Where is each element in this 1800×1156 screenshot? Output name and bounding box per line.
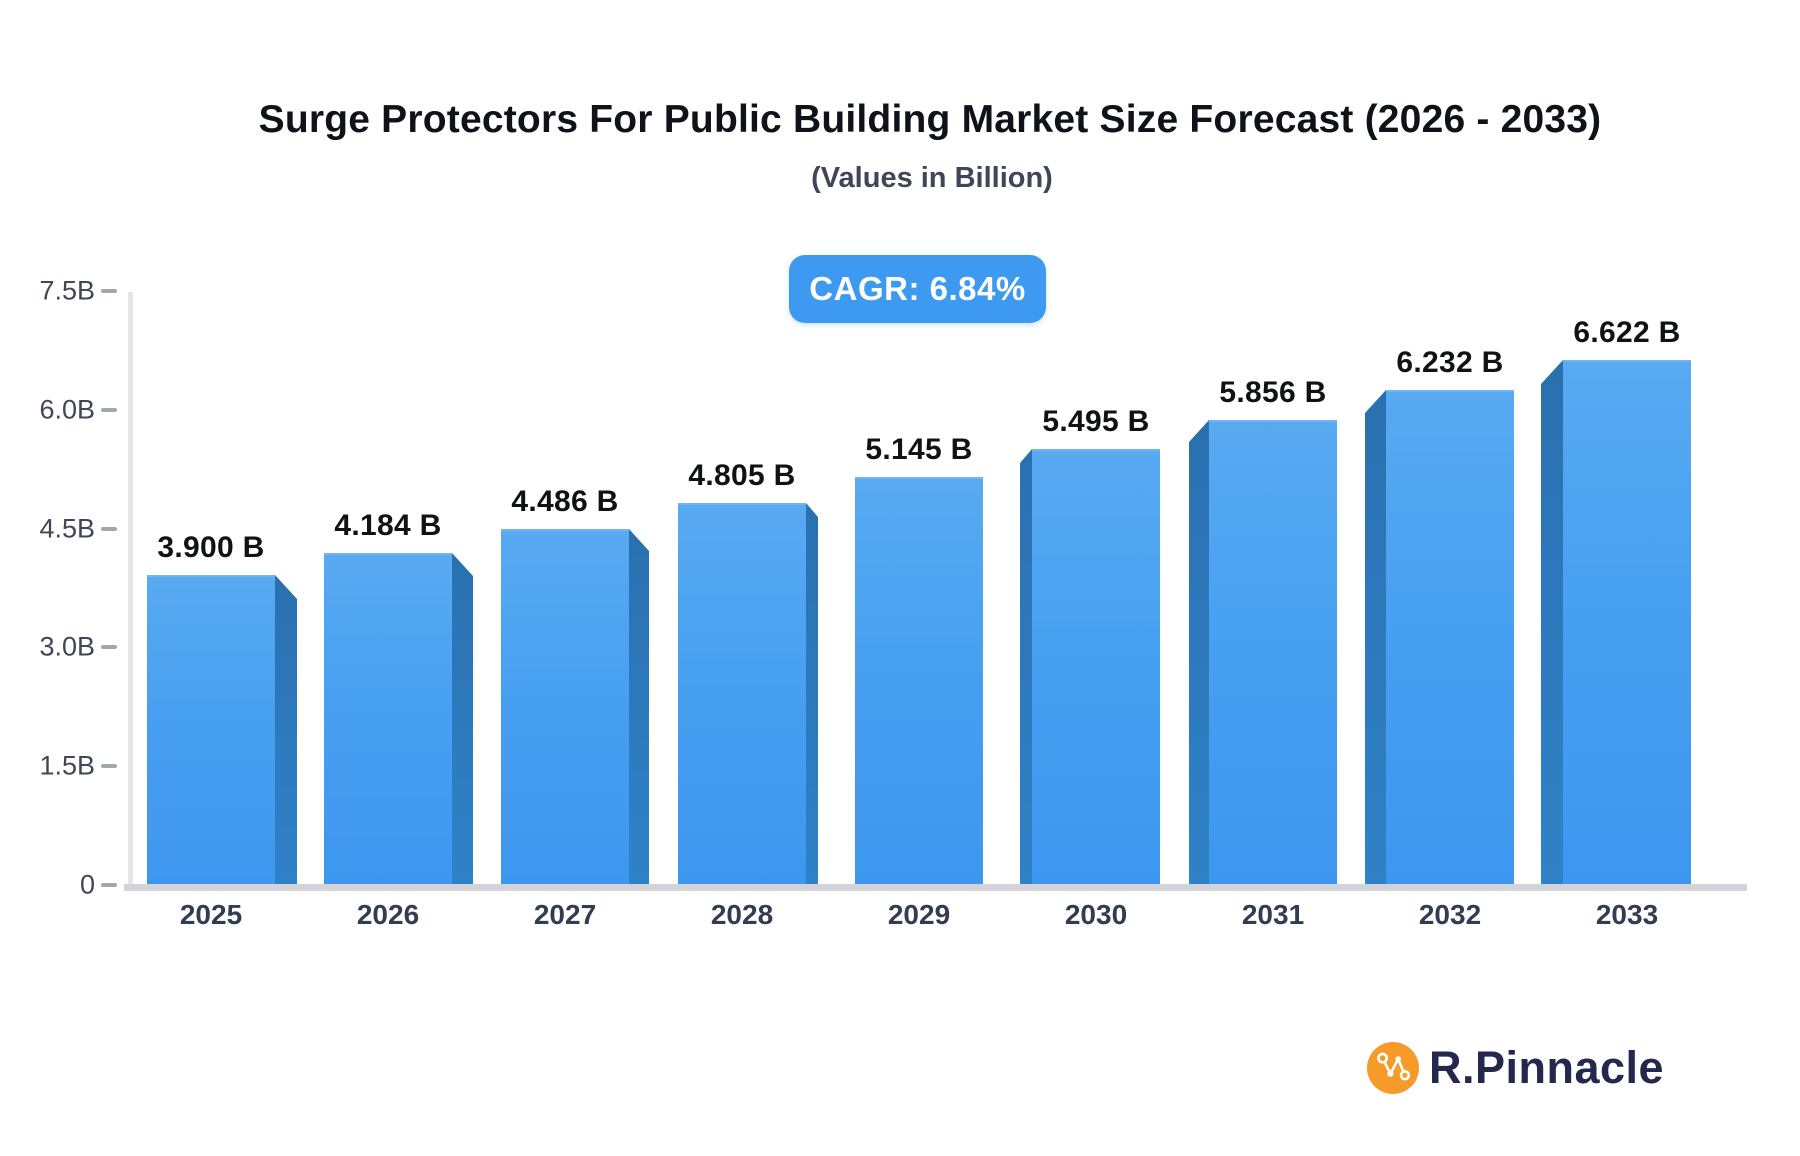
bar <box>324 553 452 884</box>
bar-value-label: 5.495 B <box>1042 405 1150 438</box>
x-axis-label: 2026 <box>356 899 420 930</box>
bar-side-face <box>1541 360 1563 884</box>
network-logo-icon <box>1367 1042 1419 1094</box>
x-axis-label: 2033 <box>1595 899 1659 930</box>
bar-value-label: 4.184 B <box>334 509 442 542</box>
x-axis-label: 2029 <box>887 899 951 930</box>
bar <box>501 529 629 884</box>
x-axis-label: 2028 <box>710 899 774 930</box>
bar-side-face <box>275 575 297 884</box>
y-axis-tick-label: 4.5B <box>39 513 95 544</box>
y-axis-tick-label: 7.5B <box>39 275 95 306</box>
x-axis-label: 2032 <box>1418 899 1482 930</box>
y-axis-tick-label: 0 <box>79 869 95 900</box>
x-axis-baseline <box>124 884 1747 891</box>
y-axis-tick-label: 3.0B <box>39 631 95 662</box>
bar <box>1032 449 1160 884</box>
bar <box>855 477 983 884</box>
bar <box>147 575 275 884</box>
y-axis-tick-mark <box>101 289 117 293</box>
y-axis-tick-mark <box>101 645 117 650</box>
bar-side-face <box>806 503 818 884</box>
bar-value-label: 5.856 B <box>1219 376 1327 409</box>
bar-side-face <box>629 529 649 884</box>
y-axis-tick-mark <box>101 764 117 769</box>
y-axis-tick-label: 1.5B <box>39 750 95 781</box>
bar-side-face <box>1189 420 1209 884</box>
chart-title: Surge Protectors For Public Building Mar… <box>258 98 1602 141</box>
brand-logo: R.Pinnacle <box>1367 1042 1664 1094</box>
y-axis-line <box>128 292 133 884</box>
bar-value-label: 4.486 B <box>511 485 619 518</box>
x-axis-label: 2031 <box>1241 899 1305 930</box>
cagr-badge: CAGR: 6.84% <box>789 255 1046 323</box>
bar <box>1563 360 1691 884</box>
y-axis-tick-mark <box>101 407 117 412</box>
x-axis-label: 2027 <box>533 899 597 930</box>
bar-value-label: 3.900 B <box>157 531 265 564</box>
bar <box>1386 390 1514 884</box>
x-axis-label: 2025 <box>179 899 243 930</box>
y-axis-tick-mark <box>101 883 117 887</box>
chart-subtitle: (Values in Billion) <box>811 162 1053 194</box>
bar-value-label: 4.805 B <box>688 459 796 492</box>
y-axis-tick-mark <box>101 526 117 531</box>
y-axis-tick-label: 6.0B <box>39 394 95 425</box>
bar-value-label: 5.145 B <box>865 433 973 466</box>
bar-side-face <box>1020 449 1032 884</box>
bar <box>678 503 806 884</box>
bar-side-face <box>452 553 473 884</box>
bar-value-label: 6.232 B <box>1396 346 1504 379</box>
brand-name: R.Pinnacle <box>1429 1042 1665 1093</box>
x-axis-label: 2030 <box>1064 899 1128 930</box>
bar-value-label: 6.622 B <box>1573 316 1681 349</box>
bar <box>1209 420 1337 884</box>
bar-side-face <box>1365 390 1386 884</box>
